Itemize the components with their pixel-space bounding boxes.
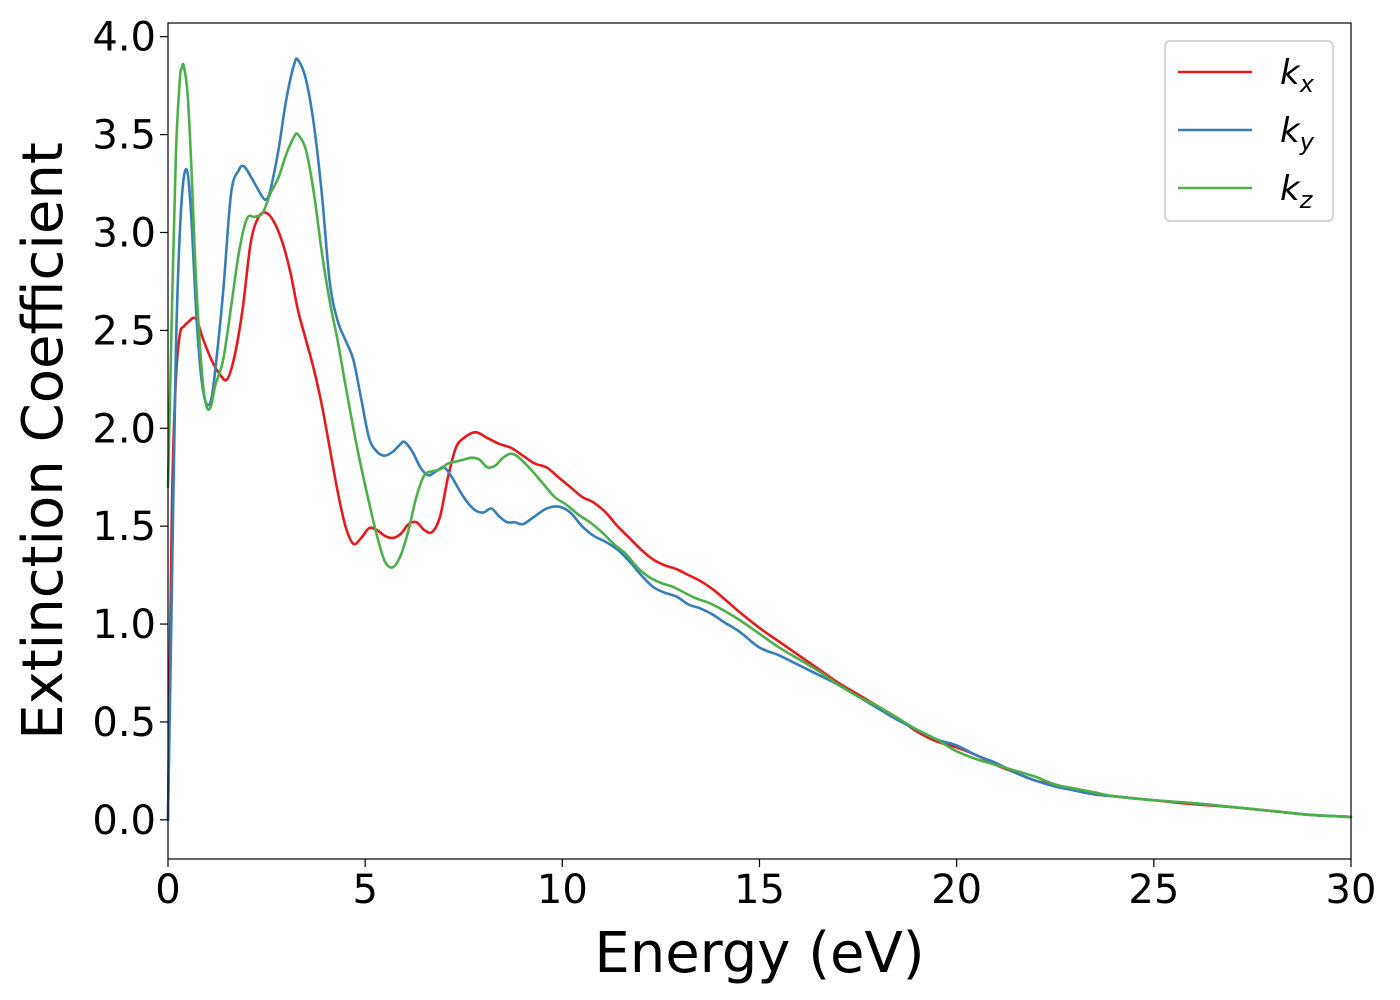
series-layer xyxy=(166,57,1353,822)
series-line-kx xyxy=(166,211,1353,822)
y-tick-label: 4.0 xyxy=(92,15,156,61)
legend-label-kx: kx xyxy=(1280,53,1315,98)
legend-label-base: k xyxy=(1280,53,1301,93)
y-tick-label: 0.5 xyxy=(92,700,156,746)
legend-label-base: k xyxy=(1280,169,1301,209)
legend-label-ky: ky xyxy=(1280,111,1315,156)
y-axis-label: Extinction Coefficient xyxy=(11,142,76,740)
x-tick-label: 30 xyxy=(1326,867,1377,913)
x-ticks: 0 5 10 15 20 25 30 xyxy=(155,859,1376,913)
legend-label-subscript: y xyxy=(1299,128,1315,156)
legend-label-subscript: x xyxy=(1299,70,1315,98)
x-tick-label: 5 xyxy=(352,867,377,913)
x-tick-label: 15 xyxy=(734,867,785,913)
legend-label-kz: kz xyxy=(1280,169,1314,214)
legend-label-subscript: z xyxy=(1299,186,1314,214)
x-tick-label: 20 xyxy=(931,867,982,913)
y-tick-label: 3.5 xyxy=(92,113,156,159)
x-tick-label: 0 xyxy=(155,867,180,913)
y-ticks: 0.0 0.5 1.0 1.5 2.0 2.5 3.0 3.5 4.0 xyxy=(92,15,168,844)
x-tick-label: 25 xyxy=(1128,867,1179,913)
x-axis-label: Energy (eV) xyxy=(594,921,924,986)
legend-label-base: k xyxy=(1280,111,1301,151)
y-tick-label: 1.0 xyxy=(92,602,156,648)
x-tick-label: 10 xyxy=(537,867,588,913)
y-tick-label: 1.5 xyxy=(92,504,156,550)
y-tick-label: 2.5 xyxy=(92,308,156,354)
series-line-kz xyxy=(166,62,1353,819)
y-tick-label: 2.0 xyxy=(92,406,156,452)
y-tick-label: 0.0 xyxy=(92,798,156,844)
plot-background xyxy=(168,23,1351,859)
y-tick-label: 3.0 xyxy=(92,210,156,256)
